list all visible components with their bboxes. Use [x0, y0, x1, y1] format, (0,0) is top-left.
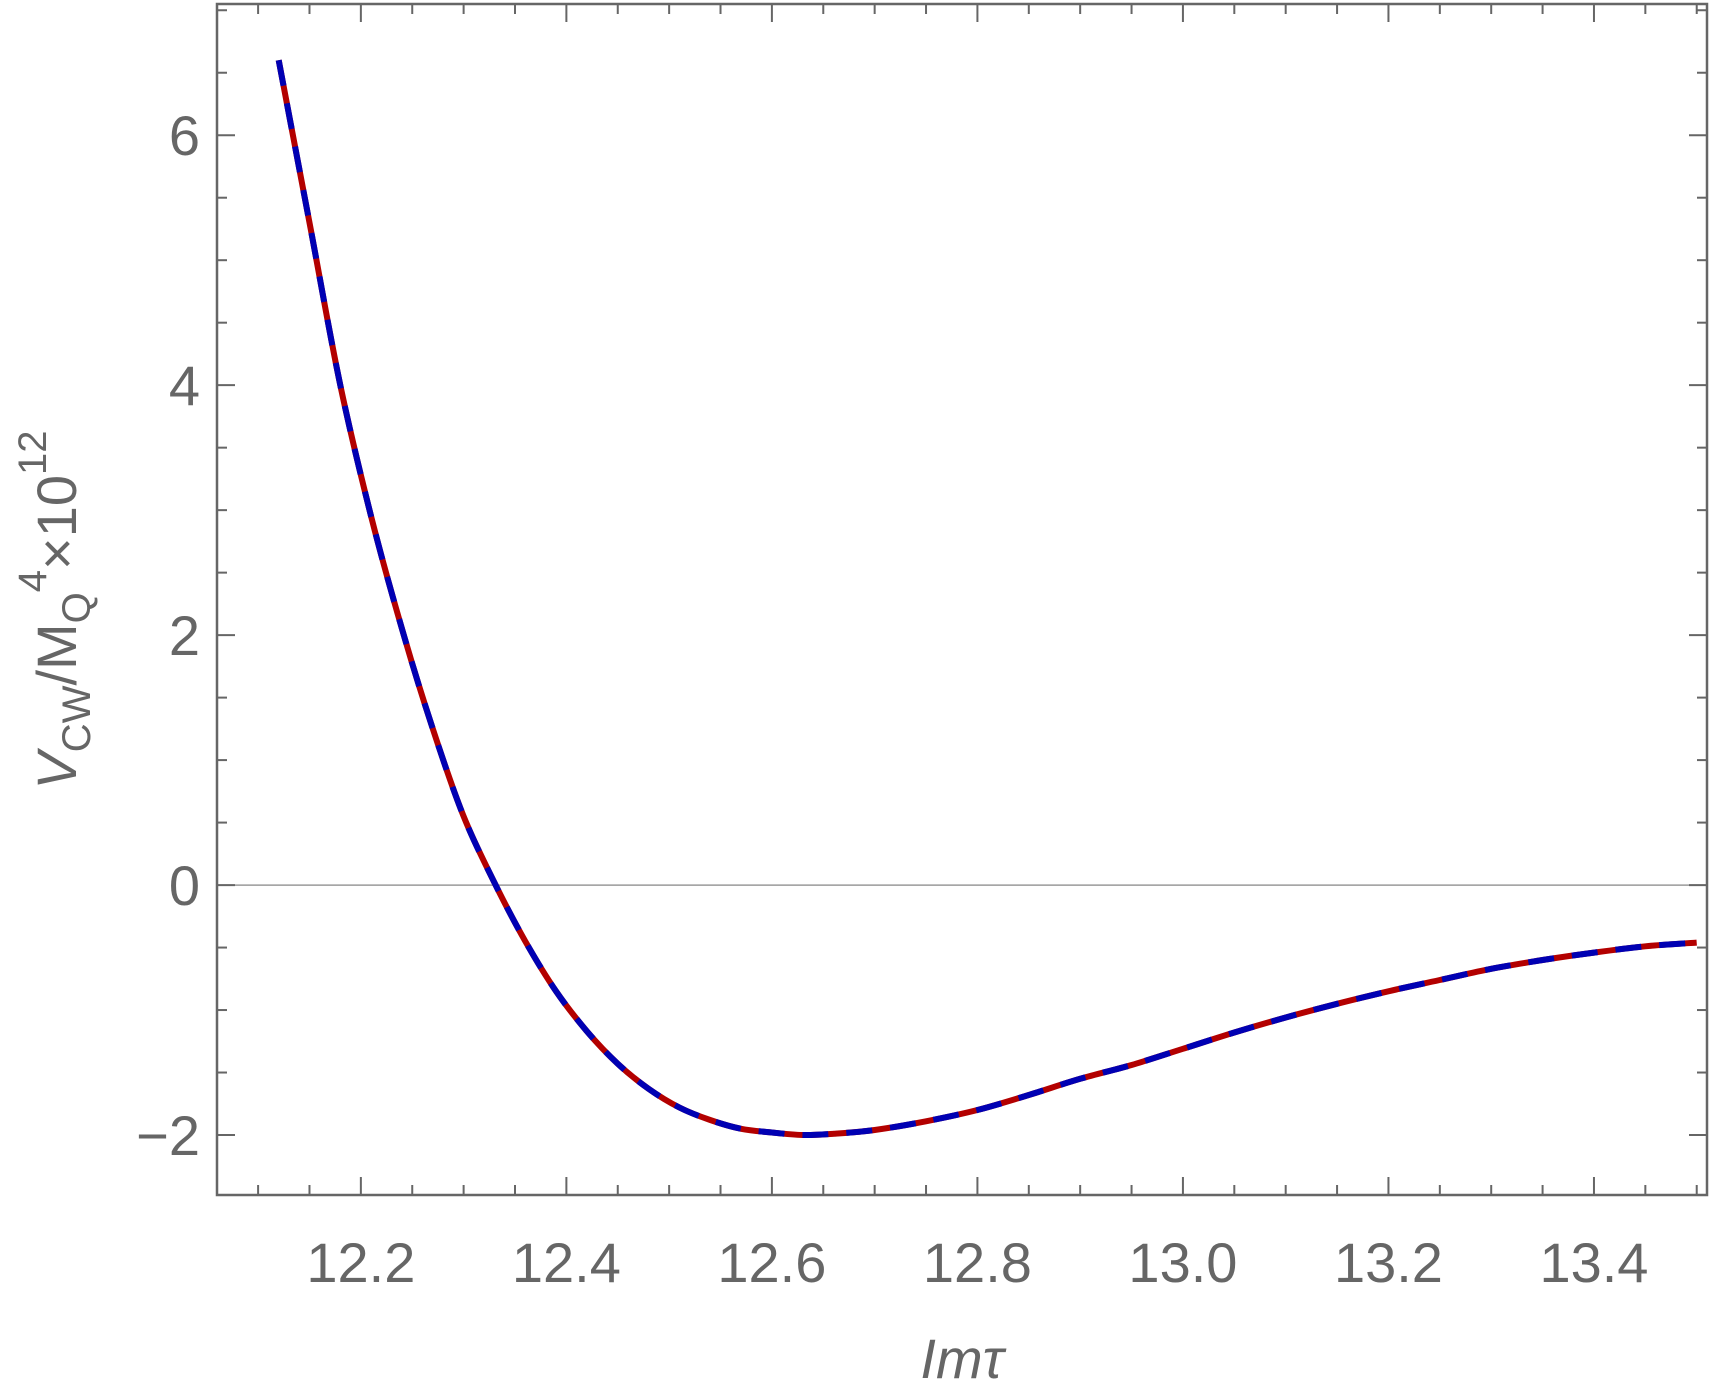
y-tick-label: 6	[169, 104, 200, 167]
y-axis-title-mid-sub: Q	[55, 592, 99, 623]
plot-frame	[215, 2, 1709, 1197]
x-tick-label: 12.4	[512, 1231, 621, 1294]
x-tick-label: 12.2	[306, 1231, 415, 1294]
ticks-layer	[217, 4, 1707, 1195]
y-axis-title-mid: /M	[25, 623, 88, 685]
y-tick-label: 0	[169, 854, 200, 917]
series-line-dashed	[275, 59, 1697, 1139]
y-axis-title-tail: ×10	[25, 475, 88, 570]
y-tick-label: −2	[136, 1104, 200, 1167]
y-axis-title-tail-sup: 12	[11, 430, 55, 475]
x-axis-title-text: Imτ	[920, 1327, 1006, 1390]
y-tick-label: 2	[169, 604, 200, 667]
y-tick-label: 4	[169, 354, 200, 417]
series-line-solid	[275, 59, 1697, 1139]
y-axis-title-base-sub: CW	[55, 685, 99, 752]
x-tick-labels: 12.2 12.4 12.6 12.8 13.0 13.2 13.4	[306, 1231, 1648, 1294]
x-tick-label: 13.2	[1334, 1231, 1443, 1294]
y-axis-title-mid-sup: 4	[11, 570, 55, 592]
x-tick-label: 13.4	[1539, 1231, 1648, 1294]
y-axis-title: VCW/MQ4×1012	[11, 430, 99, 789]
y-tick-labels: −2 0 2 4 6	[136, 104, 200, 1167]
y-axis-title-base: V	[25, 748, 88, 790]
x-tick-label: 12.6	[717, 1231, 826, 1294]
x-tick-label: 12.8	[923, 1231, 1032, 1294]
x-tick-label: 13.0	[1128, 1231, 1237, 1294]
x-axis-title: Imτ	[920, 1327, 1006, 1390]
series-layer	[275, 59, 1697, 1139]
